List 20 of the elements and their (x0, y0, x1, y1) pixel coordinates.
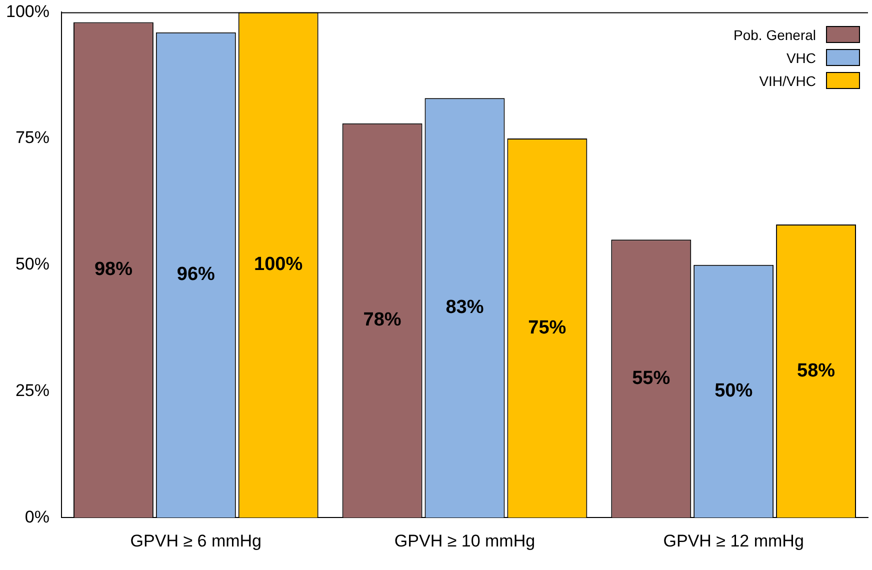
data-label: 96% (176, 264, 216, 286)
data-label: 83% (446, 297, 484, 318)
data-label: 58% (797, 360, 836, 382)
data-label: 55% (632, 368, 670, 389)
legend-label: Pob. General (734, 26, 816, 42)
data-label: 100% (254, 254, 303, 276)
data-label: 78% (363, 310, 402, 331)
y-tick-label: 0% (24, 507, 50, 526)
x-tick-label: GPVH ≥ 10 mmHg (394, 531, 536, 550)
legend-label: VIH/VHC (759, 72, 816, 88)
y-tick-label: 50% (15, 254, 50, 274)
x-tick-label: GPVH ≥ 6 mmHg (130, 531, 262, 550)
y-tick-label: 75% (15, 128, 50, 148)
x-tick-label: GPVH ≥ 12 mmHg (663, 531, 804, 550)
data-label: 75% (528, 317, 566, 338)
legend-label: VHC (786, 50, 816, 66)
data-label: 98% (94, 259, 133, 280)
y-tick-label: 100% (6, 2, 50, 21)
data-label: 50% (714, 380, 753, 402)
y-tick-label: 25% (15, 380, 50, 400)
